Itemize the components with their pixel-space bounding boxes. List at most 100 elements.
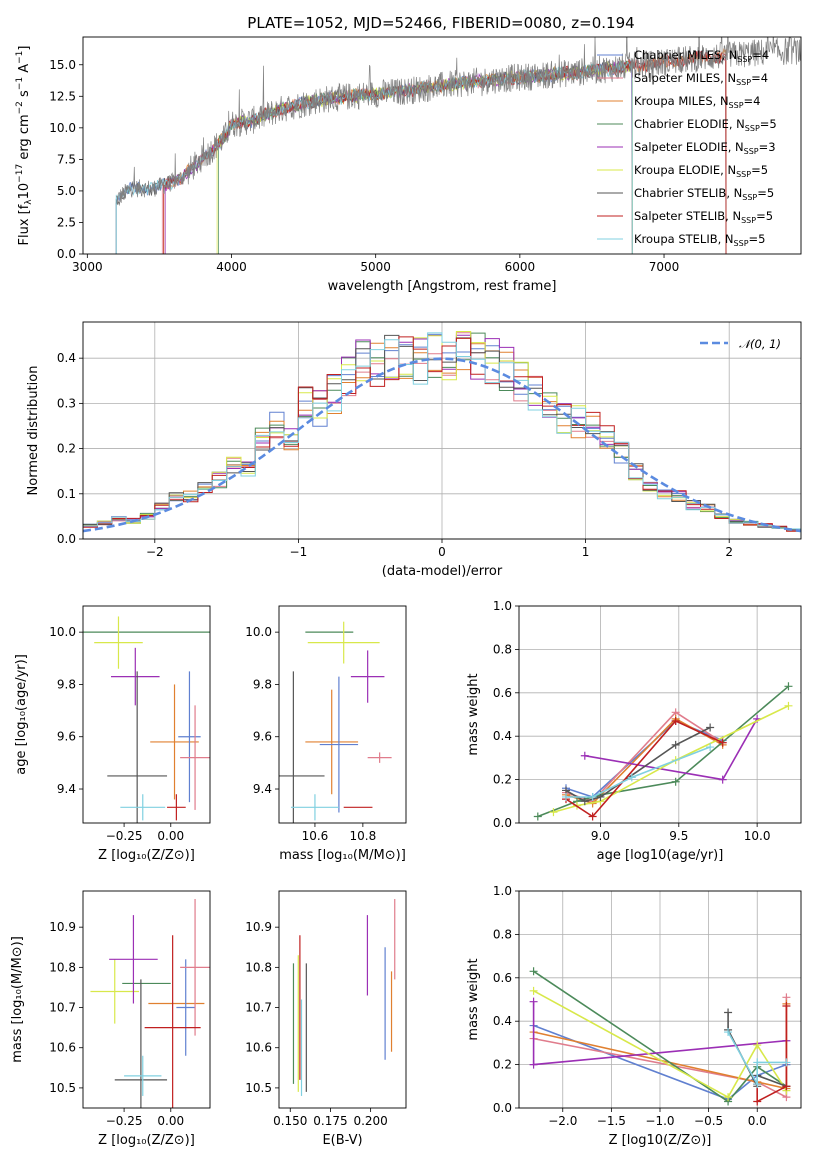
data-point-marker — [529, 997, 538, 1006]
axes-frame — [518, 890, 802, 1109]
y-tick-label: 10.9 — [49, 920, 76, 934]
mass-age-panel: 10.6 10.8 9.4 9.6 9.8 10.0 mass [log₁₀(M/M⊙)] — [245, 605, 407, 863]
plot-area — [115, 37, 801, 254]
data-point-marker — [580, 751, 589, 760]
x-tick-label: 0.0 — [748, 1114, 767, 1128]
series-line — [566, 746, 711, 798]
y-tick-label: 9.8 — [57, 677, 76, 691]
x-tick-label: −0.5 — [694, 1114, 723, 1128]
y-tick-label: 5.0 — [57, 184, 76, 198]
y-tick-label: 10.7 — [245, 1001, 272, 1015]
x-tick-label: −2.0 — [548, 1114, 577, 1128]
y-tick-label: 10.5 — [245, 1081, 272, 1095]
legend-entry: Kroupa MILES, NSSP=4 — [634, 94, 760, 110]
legend-entry: Kroupa STELIB, NSSP=5 — [634, 232, 765, 248]
legend-entry: Salpeter STELIB, NSSP=5 — [634, 209, 773, 225]
plot-area — [529, 967, 791, 1106]
y-tick-label: 0.1 — [57, 487, 76, 501]
observed-spectrum-line — [116, 37, 801, 205]
x-tick-label: −2 — [146, 545, 164, 559]
data-point-marker — [549, 808, 558, 817]
series-line — [727, 1031, 787, 1088]
data-point-marker — [706, 743, 715, 752]
y-tick-label: 0.0 — [493, 1101, 512, 1115]
data-point-marker — [588, 792, 597, 801]
y-axis-label: Normed distribution — [26, 366, 41, 496]
data-point-marker — [724, 1028, 733, 1037]
y-tick-label: 0.4 — [493, 1014, 512, 1028]
data-point-marker — [706, 723, 715, 732]
x-axis-label: age [log10(age/yr)] — [597, 848, 724, 863]
data-point-marker — [718, 738, 727, 747]
y-tick-label: 0.4 — [493, 729, 512, 743]
legend-entry: Salpeter MILES, NSSP=4 — [634, 71, 768, 87]
plot-area — [279, 621, 392, 823]
data-point-marker — [784, 682, 793, 691]
x-tick-label: −0.25 — [106, 829, 143, 843]
metallicity-mass-panel: −0.25 0.00 10.5 10.6 10.7 10.8 10.9 Z [log₁₀(Z/… — [10, 890, 211, 1148]
y-axis-label: mass weight — [466, 673, 481, 755]
y-tick-label: 10.6 — [49, 1041, 76, 1055]
y-tick-label: 2.5 — [57, 215, 76, 229]
data-point-marker — [724, 1093, 733, 1102]
y-axis-label: mass [log₁₀(M/M⊙)] — [10, 936, 25, 1063]
x-tick-label: −0.25 — [106, 1114, 143, 1128]
data-point-marker — [782, 1058, 791, 1067]
flux-spectrum-panel: 3000 4000 5000 6000 7000 0.0 2.5 5.0 7.5 10.0 12.5… — [15, 36, 802, 294]
x-axis-label: E(B-V) — [322, 1133, 362, 1148]
x-axis-label: Z [log₁₀(Z/Z⊙)] — [98, 848, 195, 863]
series-line — [533, 970, 787, 1103]
plot-area — [292, 899, 396, 1096]
x-tick-label: 9.5 — [669, 829, 688, 843]
legend-entry: Chabrier ELODIE, NSSP=5 — [634, 117, 777, 133]
data-point-marker — [627, 773, 636, 782]
data-point-marker — [596, 792, 605, 801]
x-tick-label: 10.8 — [350, 829, 377, 843]
y-tick-label: 1.0 — [493, 599, 512, 613]
x-tick-label: 6000 — [505, 260, 536, 274]
y-tick-label: 0.0 — [493, 816, 512, 830]
data-point-marker — [782, 1002, 791, 1011]
series-line — [584, 718, 758, 781]
data-point-marker — [784, 701, 793, 710]
data-point-marker — [724, 1008, 733, 1017]
y-tick-label: 10.5 — [49, 1081, 76, 1095]
plot-area — [533, 682, 793, 821]
y-tick-label: 10.9 — [245, 920, 272, 934]
figure-title: PLATE=1052, MJD=52466, FIBERID=0080, z=0… — [247, 14, 634, 32]
data-point-marker — [588, 812, 597, 821]
y-tick-label: 0.4 — [57, 351, 76, 365]
x-tick-label: 0.00 — [157, 829, 184, 843]
data-point-marker — [671, 717, 680, 726]
y-tick-label: 0.3 — [57, 396, 76, 410]
axes-frame — [82, 36, 802, 255]
legend-entry: Salpeter ELODIE, NSSP=3 — [634, 140, 776, 156]
x-tick-label: 4000 — [216, 260, 247, 274]
data-point-marker — [529, 986, 538, 995]
y-tick-label: 9.6 — [57, 730, 76, 744]
series-line — [756, 1006, 788, 1103]
legend-entry: Chabrier STELIB, NSSP=5 — [634, 186, 774, 202]
y-tick-label: 9.8 — [253, 677, 272, 691]
y-tick-label: 9.6 — [253, 730, 272, 744]
plot-area — [90, 899, 210, 1108]
x-axis-label: mass [log₁₀(M/M⊙)] — [279, 848, 406, 863]
legend-entry: Kroupa ELODIE, NSSP=5 — [634, 163, 768, 179]
y-tick-label: 0.8 — [493, 642, 512, 656]
y-tick-label: 10.0 — [245, 625, 272, 639]
x-tick-label: 3000 — [72, 260, 103, 274]
x-tick-label: 0.175 — [313, 1114, 347, 1128]
data-point-marker — [753, 1058, 762, 1067]
x-axis-label: Z [log₁₀(Z/Z⊙)] — [98, 1133, 195, 1148]
x-tick-label: 2 — [725, 545, 733, 559]
y-tick-label: 0.2 — [57, 442, 76, 456]
y-tick-label: 0.6 — [493, 971, 512, 985]
plot-area — [83, 331, 801, 539]
y-tick-label: 0.2 — [493, 1058, 512, 1072]
legend-entry: 𝒩(0, 1) — [739, 337, 781, 351]
data-point-marker — [753, 1080, 762, 1089]
y-tick-label: 0.8 — [493, 927, 512, 941]
axes-frame — [82, 321, 802, 540]
x-tick-label: 0.200 — [353, 1114, 387, 1128]
